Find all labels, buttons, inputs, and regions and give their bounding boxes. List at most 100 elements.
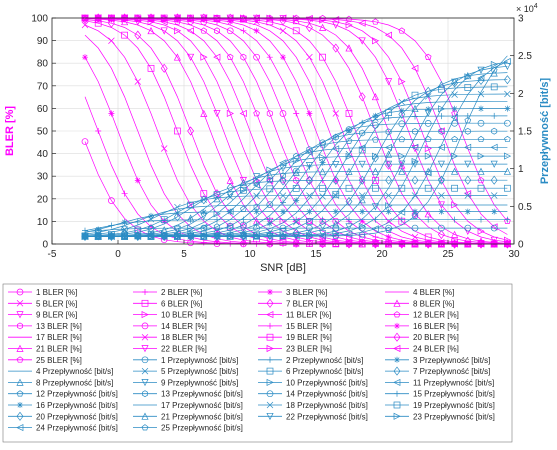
legend-entry: 21 BLER [%] (8, 345, 82, 354)
y-left-tick-label: 90 (37, 36, 49, 47)
throughput-point (345, 223, 353, 231)
y-left-axis-title: BLER [%] (4, 106, 16, 156)
legend-entry: 23 BLER [%] (258, 345, 332, 354)
throughput-point (464, 175, 472, 185)
bler-point (213, 53, 221, 61)
legend-marker (266, 311, 274, 319)
throughput-point (292, 152, 300, 159)
bler-point (358, 233, 366, 241)
legend-label: 23 BLER [%] (286, 345, 332, 354)
throughput-point (490, 160, 498, 168)
bler-point (240, 27, 247, 34)
throughput-point (253, 221, 260, 228)
throughput-point (451, 105, 458, 112)
bler-point (411, 233, 419, 241)
throughput-series-4 (84, 204, 508, 235)
throughput-point (358, 160, 366, 169)
legend-marker (266, 298, 274, 308)
legend-entry: 16 Przepływność [bit/s] (8, 401, 118, 410)
throughput-point (332, 208, 339, 215)
legend-marker (267, 356, 273, 363)
throughput-point (451, 152, 459, 160)
throughput-point (200, 209, 207, 216)
x-tick-label: 20 (376, 249, 388, 260)
bler-point (134, 78, 142, 85)
throughput-point (437, 175, 445, 185)
bler-point (160, 27, 168, 35)
throughput-point (371, 225, 379, 233)
throughput-point (292, 228, 300, 238)
legend-label: 19 Przepływność [bit/s] (413, 401, 495, 410)
legend-label: 5 BLER [%] (36, 299, 77, 308)
throughput-point (464, 208, 471, 215)
legend-marker (394, 390, 400, 397)
throughput-point (411, 175, 419, 185)
bler-point (319, 238, 327, 246)
bler-point (279, 110, 287, 117)
throughput-point (266, 201, 274, 208)
throughput-point (121, 219, 128, 226)
throughput-point (280, 199, 286, 206)
throughput-point (293, 197, 300, 204)
bler-point (319, 14, 326, 22)
throughput-point (358, 192, 366, 199)
legend-label: 9 Przepływność [bit/s] (161, 378, 238, 387)
throughput-point (412, 127, 418, 135)
throughput-point (332, 161, 340, 169)
legend-label: 16 BLER [%] (413, 322, 459, 331)
throughput-point (292, 218, 300, 226)
throughput-point (358, 146, 366, 154)
bler-point (187, 53, 195, 61)
bler-point (160, 63, 168, 73)
throughput-point (239, 178, 247, 187)
legend-label: 3 BLER [%] (286, 288, 327, 297)
bler-point (266, 54, 273, 61)
legend-entry: 13 Przepływność [bit/s] (133, 390, 243, 399)
legend-label: 25 BLER [%] (36, 356, 82, 365)
bler-point (359, 218, 366, 225)
throughput-point (292, 157, 300, 165)
throughput-point (424, 86, 432, 96)
bler-point (173, 53, 181, 61)
legend-entry: 2 Przepływność [bit/s] (258, 356, 363, 365)
legend-label: 18 BLER [%] (161, 333, 207, 342)
legend-entry: 12 BLER [%] (385, 311, 459, 320)
legend-entry: 17 Przepływność [bit/s] (133, 401, 243, 410)
bler-point (306, 53, 313, 61)
throughput-point (438, 208, 445, 215)
legend-label: 19 BLER [%] (286, 333, 332, 342)
throughput-point (358, 196, 366, 204)
throughput-point (213, 210, 221, 218)
legend: 1 BLER [%] 2 BLER [%] 3 BLER [%] 4 BLER [%]… (8, 288, 495, 433)
throughput-point (227, 222, 234, 230)
legend-entry: 8 Przepływność [bit/s] (8, 378, 113, 387)
throughput-point (464, 143, 472, 151)
bler-point (358, 19, 366, 27)
throughput-point (332, 133, 339, 140)
legend-label: 9 BLER [%] (36, 311, 77, 320)
bler-point (292, 14, 300, 21)
bler-point (240, 240, 247, 247)
throughput-point (371, 203, 379, 211)
throughput-point (121, 225, 128, 233)
legend-marker (141, 333, 149, 341)
throughput-point (306, 218, 313, 225)
legend-entry: 24 Przepływność [bit/s] (8, 424, 118, 433)
x-tick-label: 0 (115, 249, 121, 260)
bler-point (108, 197, 115, 204)
throughput-point (451, 78, 459, 86)
legend-label: 6 Przepływność [bit/s] (286, 367, 363, 376)
legend-label: 12 BLER [%] (413, 311, 459, 320)
throughput-point (279, 159, 287, 167)
throughput-point (438, 113, 445, 120)
bler-point (280, 54, 286, 61)
legend-entry: 3 Przepływność [bit/s] (385, 356, 490, 365)
throughput-line-8 (84, 171, 508, 237)
legend-label: 16 Przepływność [bit/s] (36, 401, 118, 410)
throughput-point (173, 212, 181, 222)
throughput-point (187, 214, 195, 222)
legend-entry: 14 Przepływność [bit/s] (258, 390, 368, 399)
throughput-point (450, 113, 458, 122)
throughput-point (266, 166, 274, 174)
